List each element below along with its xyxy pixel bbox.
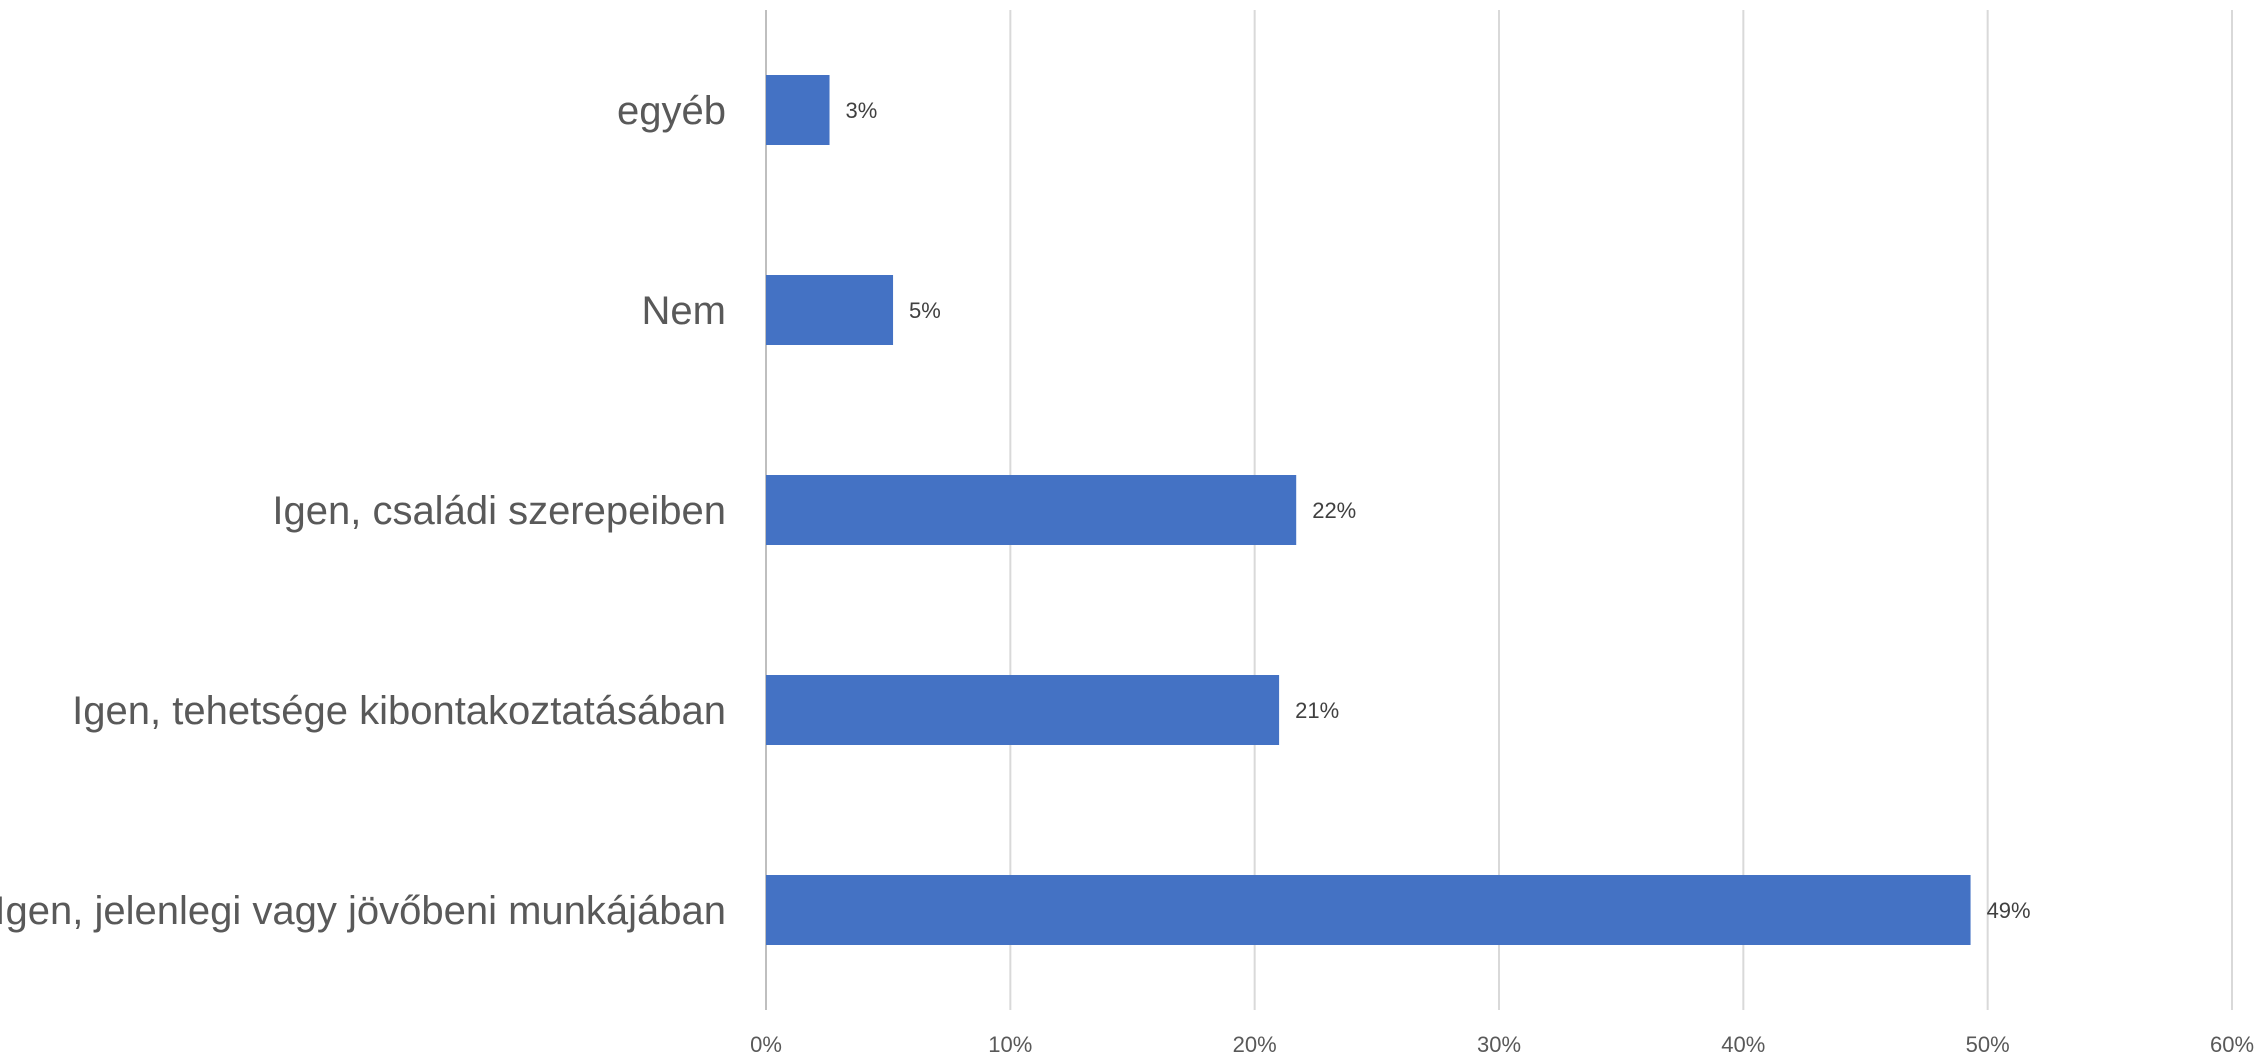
x-tick-label: 20% xyxy=(1233,1032,1277,1056)
x-tick-label: 10% xyxy=(988,1032,1032,1056)
category-label: Igen, családi szerepeiben xyxy=(272,489,726,533)
x-tick-labels: 0% 10% 20% 30% 40% 50% 60% xyxy=(750,1032,2254,1057)
data-label: 3% xyxy=(846,98,878,123)
data-label: 22% xyxy=(1312,498,1356,523)
x-tick-label: 30% xyxy=(1477,1032,1521,1056)
bar xyxy=(766,675,1280,745)
bar xyxy=(766,875,1971,945)
category-label: Nem xyxy=(642,289,726,333)
data-label: 5% xyxy=(909,298,941,323)
bar xyxy=(766,475,1297,545)
bars xyxy=(766,75,1971,945)
category-label: egyéb xyxy=(617,89,726,133)
category-label: Igen, tehetsége kibontakoztatásában xyxy=(72,689,726,733)
x-tick-label: 60% xyxy=(2210,1032,2254,1056)
x-tick-label: 40% xyxy=(1721,1032,1765,1056)
data-labels: 3% 5% 22% 21% 49% xyxy=(846,98,2031,923)
category-labels: egyéb Nem Igen, családi szerepeiben Igen, t… xyxy=(0,89,726,933)
category-label: Igen, jelenlegi vagy jövőbeni munkájában xyxy=(0,889,726,933)
data-label: 21% xyxy=(1295,698,1339,723)
data-label: 49% xyxy=(1987,898,2031,923)
bar xyxy=(766,75,830,145)
x-tick-label: 50% xyxy=(1966,1032,2010,1056)
x-tick-label: 0% xyxy=(750,1032,782,1056)
bar xyxy=(766,275,894,345)
